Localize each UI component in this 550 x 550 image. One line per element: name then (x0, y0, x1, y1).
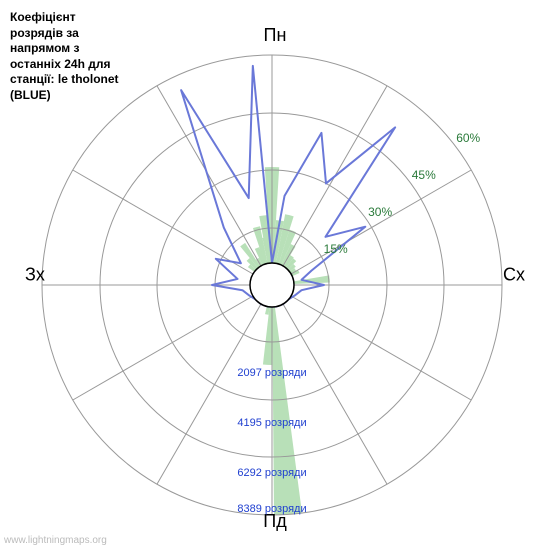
percent-label: 30% (368, 205, 392, 219)
grid-spoke (157, 86, 261, 266)
chart-title: Коефіцієнт розрядів за напрямом з останн… (10, 10, 120, 104)
cardinal-east: Сх (503, 265, 525, 286)
percent-label: 15% (324, 242, 348, 256)
bar-sector (263, 307, 273, 365)
discharge-label: 6292 розряди (237, 467, 306, 479)
bar-sector (272, 307, 302, 515)
watermark: www.lightningmaps.org (4, 535, 107, 546)
grid-spoke (291, 170, 471, 274)
discharge-label: 2097 розряди (237, 367, 306, 379)
discharge-label: 4195 розряди (237, 417, 306, 429)
grid-spoke (291, 296, 471, 400)
grid-spoke (73, 296, 253, 400)
percent-label: 60% (456, 131, 480, 145)
grid-spoke (73, 170, 253, 274)
grid-spoke (283, 304, 387, 484)
cardinal-west: Зх (25, 265, 45, 286)
center-circle (250, 263, 294, 307)
discharge-label: 8389 розряди (237, 503, 306, 515)
percent-label: 45% (412, 168, 436, 182)
polar-chart: Коефіцієнт розрядів за напрямом з останн… (0, 0, 550, 550)
grid-spoke (157, 304, 261, 484)
cardinal-north: Пн (264, 25, 287, 46)
